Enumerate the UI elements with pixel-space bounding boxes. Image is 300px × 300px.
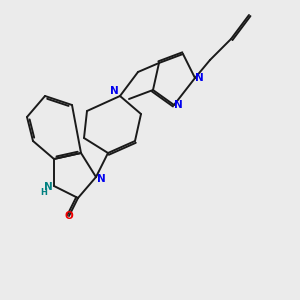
Text: N: N — [110, 86, 119, 97]
Text: N: N — [44, 182, 53, 193]
Text: N: N — [195, 73, 204, 83]
Text: H: H — [40, 188, 47, 197]
Text: N: N — [174, 100, 183, 110]
Text: O: O — [64, 211, 74, 221]
Text: N: N — [97, 173, 106, 184]
